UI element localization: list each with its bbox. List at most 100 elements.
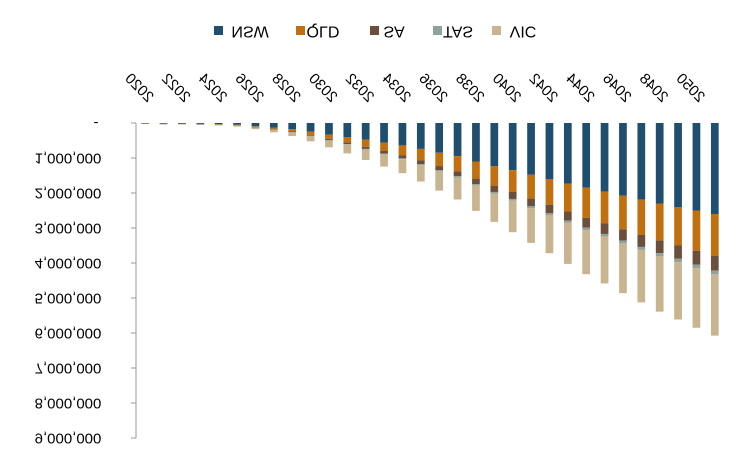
bar-segment-vic-2025 <box>233 125 241 127</box>
bar-segment-nsw-2035 <box>416 123 425 149</box>
bar-segment-nsw-2020 <box>141 123 150 124</box>
bar-segment-vic-2036 <box>435 171 444 191</box>
bar-segment-vic-2041 <box>527 208 535 243</box>
bar-segment-nsw-2040 <box>508 123 517 171</box>
bar-segment-qld-2032 <box>361 139 370 147</box>
bar-segment-nsw-2033 <box>380 123 388 143</box>
x-tick-label: 2036 <box>415 70 451 106</box>
bar-segment-nsw-2037 <box>453 123 462 157</box>
bar-segment-tas-2043 <box>563 220 572 223</box>
bar-segment-vic-2023 <box>196 124 205 125</box>
y-tick-label: 4,000,000 <box>35 255 102 272</box>
bar-segment-vic-2042 <box>545 215 554 254</box>
bar-segment-sa-2029 <box>306 134 315 136</box>
bar-segment-nsw-2036 <box>435 123 444 153</box>
bar-segment-sa-2050 <box>692 250 701 265</box>
bar-segment-nsw-2031 <box>343 123 352 137</box>
bar-segment-sa-2047 <box>637 235 646 247</box>
bar-segment-sa-2037 <box>453 171 462 177</box>
bar-segment-tas-2029 <box>306 135 315 137</box>
bar-segment-tas-2049 <box>674 258 682 263</box>
bar-segment-qld-2038 <box>472 161 480 179</box>
bar-segment-vic-2039 <box>490 193 499 222</box>
bar-segment-qld-2040 <box>508 170 517 192</box>
bar-segment-nsw-2026 <box>251 123 260 127</box>
x-tick-label: 2034 <box>379 70 415 106</box>
bar-segment-tas-2037 <box>453 176 462 178</box>
bar-segment-vic-2043 <box>563 222 572 264</box>
bar-segment-qld-2049 <box>674 207 682 246</box>
bar-segment-sa-2040 <box>508 191 517 199</box>
bar-segment-nsw-2021 <box>159 123 168 124</box>
bar-segment-tas-2048 <box>655 253 664 257</box>
bar-segment-vic-2034 <box>398 159 407 174</box>
bar-segment-sa-2042 <box>545 204 554 214</box>
legend-label-nsw: NSW <box>231 23 269 40</box>
bar-segment-nsw-2022 <box>178 123 186 124</box>
bar-segment-vic-2051 <box>710 274 719 336</box>
bar-segment-vic-2035 <box>416 165 425 182</box>
bar-segment-tas-2036 <box>435 170 444 172</box>
bar-segment-qld-2043 <box>563 183 572 212</box>
bar-segment-tas-2038 <box>472 184 480 186</box>
legend-swatch-qld <box>296 26 305 35</box>
legend-label-tas: TAS <box>443 23 473 40</box>
bar-segment-qld-2030 <box>325 134 333 139</box>
bar-segment-qld-2024 <box>214 124 223 125</box>
y-tick-label: 2,000,000 <box>35 185 102 202</box>
x-tick-label: 2028 <box>268 70 304 106</box>
bar-segment-qld-2047 <box>637 199 646 235</box>
bar-segment-sa-2034 <box>398 155 407 159</box>
bars <box>141 123 719 336</box>
y-axis: - 1,000,000 2,000,000 3,000,000 4,000,000 5,0… <box>35 115 137 447</box>
bar-segment-qld-2046 <box>619 195 627 230</box>
x-tick-label: 2022 <box>158 70 194 106</box>
bar-segment-vic-2024 <box>214 124 223 126</box>
bar-segment-nsw-2043 <box>563 123 572 184</box>
bar-segment-vic-2050 <box>692 268 701 328</box>
bar-segment-tas-2034 <box>398 158 407 160</box>
bar-segment-tas-2045 <box>600 233 609 237</box>
y-tick-label: 7,000,000 <box>35 360 102 377</box>
bar-segment-qld-2051 <box>710 214 719 256</box>
bar-segment-qld-2031 <box>343 137 352 143</box>
legend-swatch-nsw <box>214 26 223 35</box>
bar-segment-tas-2050 <box>692 264 701 269</box>
bar-segment-nsw-2042 <box>545 123 554 179</box>
bar-segment-nsw-2024 <box>214 123 223 125</box>
bar-segment-qld-2036 <box>435 152 444 167</box>
bar-segment-vic-2047 <box>637 249 646 303</box>
y-tick-label: 9,000,000 <box>35 430 102 447</box>
bar-segment-qld-2025 <box>233 124 241 126</box>
x-tick-label: 2026 <box>232 70 268 106</box>
legend-swatch-sa <box>370 26 379 35</box>
bar-segment-qld-2042 <box>545 179 554 205</box>
bar-segment-qld-2048 <box>655 203 664 241</box>
x-tick-label: 2038 <box>452 70 488 106</box>
bar-segment-vic-2026 <box>251 127 260 130</box>
bar-segment-tas-2044 <box>582 227 591 231</box>
bar-segment-nsw-2030 <box>325 123 333 135</box>
bar-segment-nsw-2041 <box>527 123 535 175</box>
bar-segment-vic-2031 <box>343 144 352 154</box>
bar-segment-nsw-2044 <box>582 123 591 188</box>
bar-segment-qld-2037 <box>453 156 462 172</box>
bar-segment-sa-2030 <box>325 138 333 140</box>
bar-segment-tas-2040 <box>508 198 517 201</box>
x-tick-label: 2030 <box>305 70 341 106</box>
bar-segment-tas-2033 <box>380 153 388 155</box>
bar-segment-tas-2032 <box>361 148 370 150</box>
x-tick-label: 2020 <box>121 70 157 106</box>
bar-segment-vic-2045 <box>600 236 609 284</box>
x-tick-label: 2032 <box>342 70 378 106</box>
bar-segment-nsw-2025 <box>233 123 241 125</box>
legend-swatch-tas <box>433 26 442 35</box>
bar-segment-vic-2032 <box>361 149 370 160</box>
bar-segment-sa-2043 <box>563 211 572 221</box>
legend-label-vic: VIC <box>510 23 537 40</box>
bar-segment-nsw-2029 <box>306 123 315 132</box>
bar-segment-sa-2038 <box>472 178 480 185</box>
bar-segment-sa-2027 <box>269 128 278 130</box>
bar-segment-tas-2046 <box>619 240 627 244</box>
bar-segment-qld-2029 <box>306 131 315 135</box>
